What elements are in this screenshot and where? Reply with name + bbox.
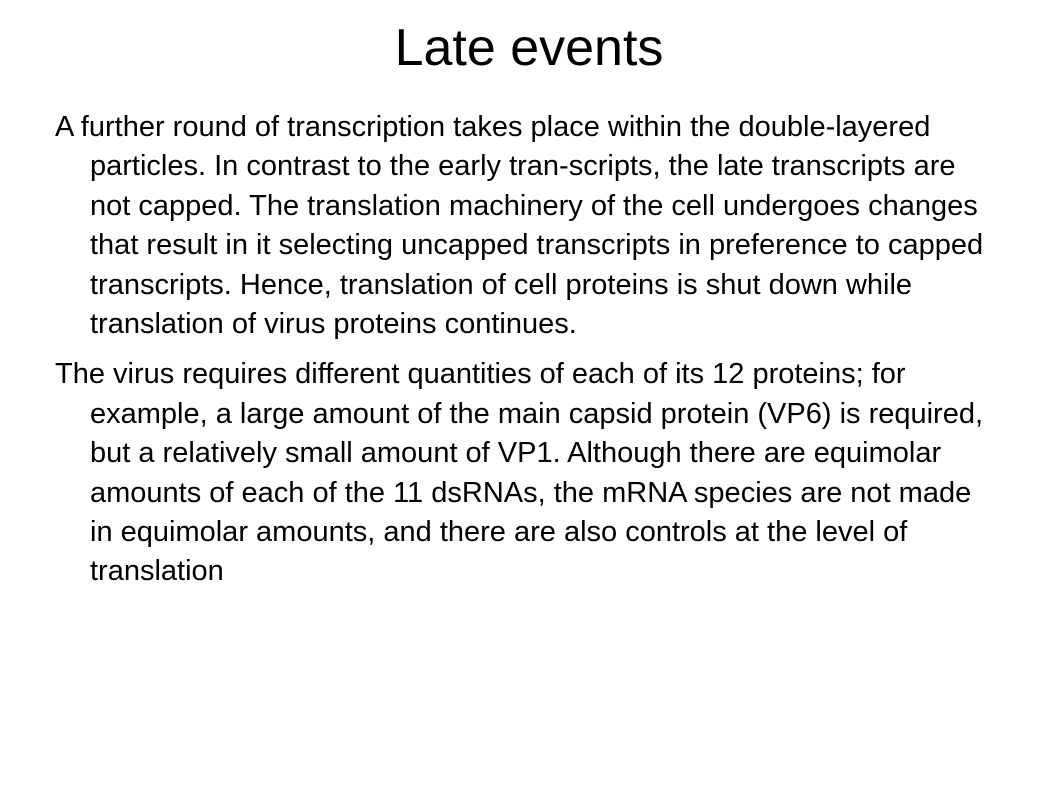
slide-body: A further round of transcription takes p… <box>55 108 990 603</box>
paragraph-protein-quantities: The virus requires different quantities … <box>55 358 984 588</box>
slide-title: Late events <box>394 19 664 77</box>
paragraph-late-transcription: A further round of transcription takes p… <box>55 111 984 341</box>
